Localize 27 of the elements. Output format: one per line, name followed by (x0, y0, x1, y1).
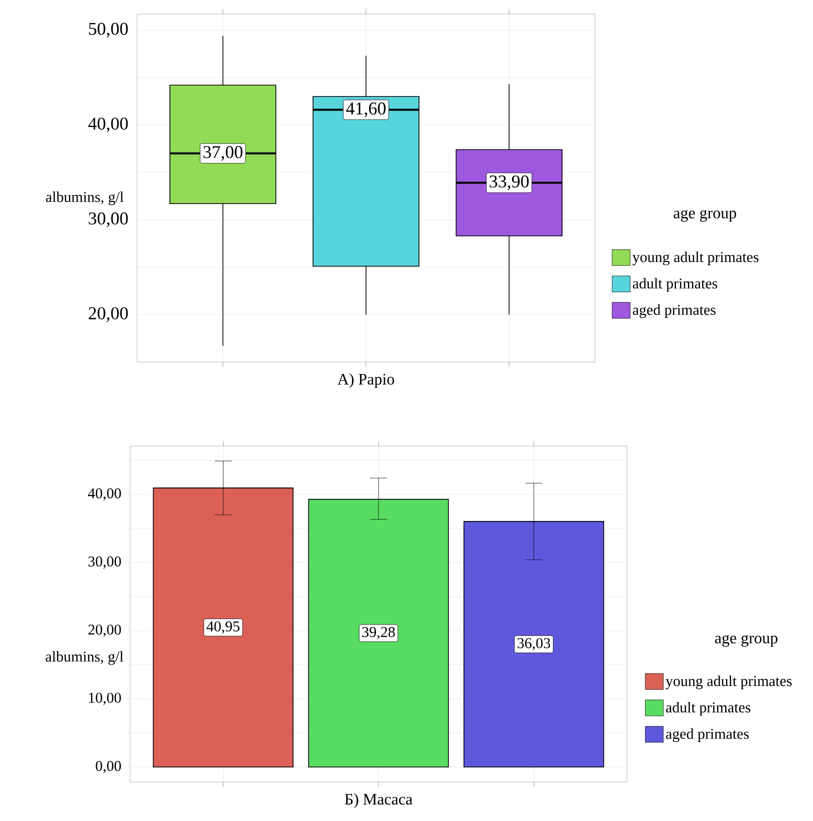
y-tick-label: 10,00 (89, 692, 121, 706)
legend-label: aged primates (632, 304, 716, 318)
x-axis-title: Б) Macaca (344, 793, 412, 808)
data-label: 39,28 (362, 627, 395, 640)
y-tick-label: 40,00 (88, 118, 128, 132)
y-tick-label: 50,00 (89, 22, 128, 38)
y-tick-label: 0,00 (96, 760, 121, 774)
legend-label: young adult primates (632, 252, 758, 266)
legend-label: adult primates (632, 278, 718, 292)
y-axis-title: albumins, g/l (46, 651, 124, 665)
y-tick-label: 30,00 (88, 556, 121, 569)
legend-title: age group (674, 210, 736, 222)
text: 33,90 (490, 175, 529, 190)
legend-label: young adult primates (666, 676, 792, 690)
data-label: 36,03 (518, 638, 550, 650)
legend-label: adult primates (666, 702, 750, 716)
y-tick-label: 20,00 (88, 624, 121, 637)
legend-label: aged primates (666, 728, 749, 742)
text: 41,60 (346, 102, 386, 118)
text: 37,00 (203, 146, 242, 161)
y-tick-label: 20,00 (88, 307, 128, 322)
data-label: 40,95 (206, 621, 240, 634)
y-tick-label: 40,00 (88, 488, 121, 501)
x-axis-title: А) Papio (337, 373, 394, 388)
y-tick-label: 30,00 (88, 212, 128, 228)
legend-title: age group (715, 635, 778, 647)
y-axis-title: albumins, g/l (46, 192, 124, 206)
